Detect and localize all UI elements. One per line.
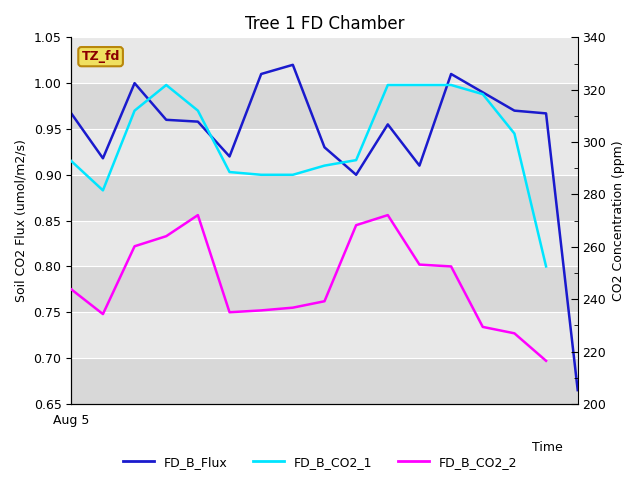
Title: Tree 1 FD Chamber: Tree 1 FD Chamber [244,15,404,33]
Bar [71,221,578,266]
Text: Time: Time [532,441,563,454]
Bar [71,37,578,83]
Bar [71,358,578,404]
Bar [71,129,578,175]
Text: TZ_fd: TZ_fd [81,50,120,63]
Y-axis label: CO2 Concentration (ppm): CO2 Concentration (ppm) [612,140,625,301]
Y-axis label: Soil CO2 Flux (umol/m2/s): Soil CO2 Flux (umol/m2/s) [15,139,28,302]
Bar [71,175,578,221]
Legend: FD_B_Flux, FD_B_CO2_1, FD_B_CO2_2: FD_B_Flux, FD_B_CO2_1, FD_B_CO2_2 [118,451,522,474]
Bar [71,83,578,129]
Bar [71,312,578,358]
Bar [71,266,578,312]
